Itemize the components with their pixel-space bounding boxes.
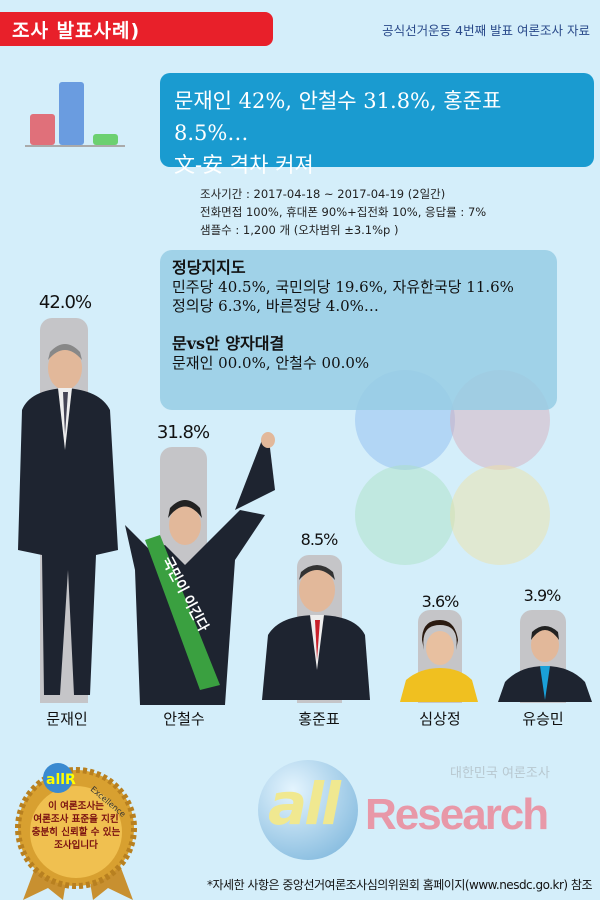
name-moon: 문재인: [46, 710, 88, 728]
badge-line: 조사입니다: [54, 840, 98, 851]
photo-ahn: 국민이 이긴다: [125, 432, 275, 705]
excellence-badge: allR Excellence 이 여론조사는 여론조사 표준을 지킨 충분히 …: [8, 760, 148, 900]
name-yoo: 유승민: [522, 710, 564, 728]
pct-ahn: 31.8%: [156, 422, 210, 443]
vs-title: 문vs안 양자대결: [172, 334, 285, 353]
candidate-photos: 국민이 이긴다: [18, 344, 592, 705]
survey-period: 조사기간 : 2017-04-18 ~ 2017-04-19 (2일간): [200, 187, 446, 201]
survey-sample: 샘플수 : 1,200 개 (오차범위 ±3.1%p ): [200, 223, 399, 237]
survey-method: 전화면접 100%, 휴대폰 90%+집전화 10%, 응답률 : 7%: [200, 205, 487, 219]
name-hong: 홍준표: [298, 710, 340, 728]
name-sim: 심상정: [419, 710, 461, 728]
bar-chart-icon: [25, 82, 125, 147]
badge-line: 여론조사 표준을 지킨: [33, 814, 119, 825]
brand-logo-all: all: [268, 770, 341, 838]
pct-yoo: 3.9%: [523, 586, 562, 605]
headline-line2: 文-安 격차 커져: [174, 153, 314, 177]
party-line1: 민주당 40.5%, 국민의당 19.6%, 자유한국당 11.6%: [172, 278, 514, 296]
photo-sim: [400, 620, 478, 702]
section-tag: 조사 발표사례): [0, 12, 273, 46]
pct-hong: 8.5%: [300, 530, 339, 549]
pct-moon: 42.0%: [38, 292, 92, 313]
svg-text:allR: allR: [46, 772, 76, 788]
pct-sim: 3.6%: [421, 592, 460, 611]
badge-line: 충분히 신뢰할 수 있는: [31, 827, 121, 838]
deco-circle-yellow: [450, 465, 550, 565]
headline-line1: 문재인 42%, 안철수 31.8%, 홍준표 8.5%…: [174, 89, 502, 145]
brand-logo-research: Research: [365, 790, 549, 839]
source-label: 공식선거운동 4번째 발표 여론조사 자료: [382, 23, 590, 38]
badge-line: 이 여론조사는: [48, 801, 104, 812]
footer-note: *자세한 사항은 중앙선거여론조사심의위원회 홈페이지(www.nesdc.go…: [207, 878, 593, 892]
party-line2: 정의당 6.3%, 바른정당 4.0%…: [172, 297, 379, 315]
party-title: 정당지지도: [172, 258, 246, 277]
photo-hong: [262, 565, 370, 700]
headline-box: 문재인 42%, 안철수 31.8%, 홍준표 8.5%… 文-安 격차 커져: [160, 73, 594, 177]
photo-moon: [18, 344, 118, 695]
name-ahn: 안철수: [163, 710, 205, 728]
photo-yoo: [498, 626, 592, 702]
brand-globe: [258, 760, 358, 860]
party-support-box: 정당지지도 민주당 40.5%, 국민의당 19.6%, 자유한국당 11.6%…: [160, 250, 557, 410]
survey-meta: 조사기간 : 2017-04-18 ~ 2017-04-19 (2일간) 전화면…: [200, 185, 486, 239]
vs-line: 문재인 00.0%, 안철수 00.0%: [172, 354, 370, 372]
brand-tagline: 대한민국 여론조사: [450, 766, 550, 781]
medal-icon: allR Excellence: [15, 763, 137, 900]
deco-circle-green: [355, 465, 455, 565]
